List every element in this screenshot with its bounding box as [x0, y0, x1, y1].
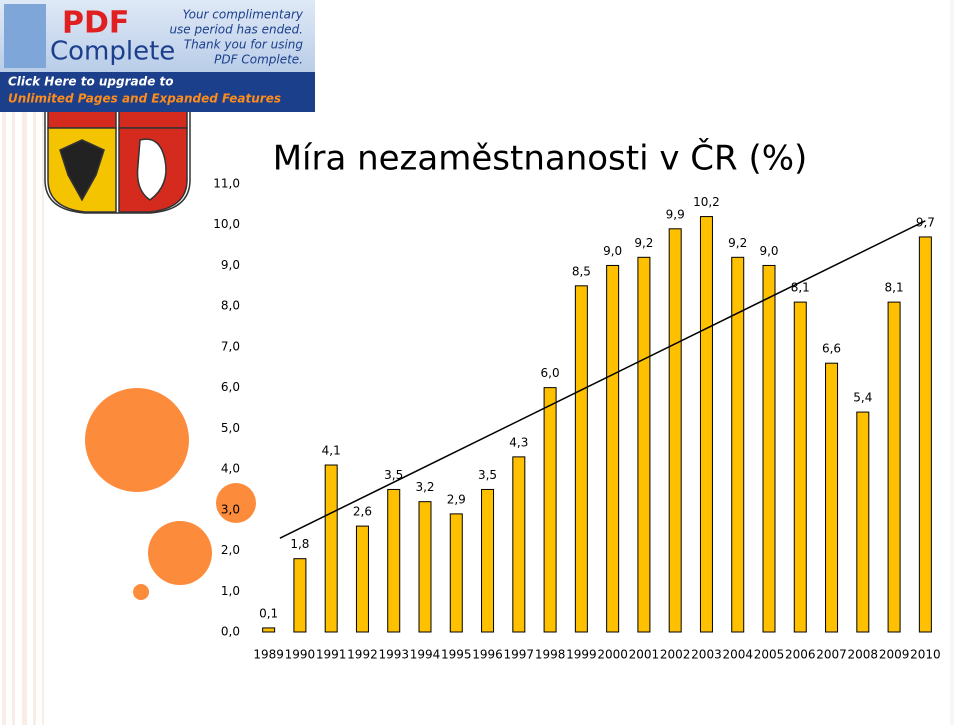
x-tick-label: 1998 — [535, 648, 566, 662]
y-tick-label: 1,0 — [221, 584, 240, 598]
value-label: 10,2 — [693, 195, 720, 209]
bar — [918, 236, 932, 633]
bar — [856, 411, 870, 633]
x-tick-label: 2004 — [722, 648, 753, 662]
x-tick-label: 1994 — [410, 648, 441, 662]
bar — [637, 256, 651, 633]
x-tick-label: 2006 — [785, 648, 816, 662]
value-label: 6,0 — [541, 366, 560, 380]
y-tick-label: 2,0 — [221, 543, 240, 557]
y-tick-label: 11,0 — [213, 177, 240, 191]
bar — [762, 264, 776, 633]
x-tick-label: 1992 — [347, 648, 378, 662]
y-tick-label: 3,0 — [221, 502, 240, 516]
y-tick-label: 5,0 — [221, 421, 240, 435]
x-tick-label: 1995 — [441, 648, 472, 662]
value-label: 2,6 — [353, 505, 372, 519]
x-tick-label: 1990 — [285, 648, 316, 662]
banner-notice: Your complimentary — [183, 8, 304, 22]
bar — [512, 456, 526, 633]
coat-of-arms — [44, 104, 191, 214]
banner-top — [0, 0, 315, 72]
value-label: 9,0 — [759, 244, 778, 258]
value-label: 9,7 — [916, 215, 935, 229]
trendline — [279, 220, 926, 539]
x-tick-label: 1996 — [472, 648, 503, 662]
bar — [543, 387, 557, 633]
value-label: 4,1 — [322, 444, 341, 458]
bar — [574, 285, 588, 633]
x-tick-label: 2003 — [691, 648, 722, 662]
bar — [699, 216, 713, 633]
bar — [355, 525, 369, 633]
value-label: 8,1 — [885, 281, 904, 295]
bar — [262, 627, 276, 633]
value-label: 9,9 — [666, 207, 685, 221]
chart-title: Míra nezaměstnanosti v ČR (%) — [273, 138, 808, 179]
banner-product: Complete — [50, 37, 175, 67]
bar — [887, 301, 901, 633]
x-tick-label: 2008 — [848, 648, 879, 662]
value-label: 9,0 — [603, 244, 622, 258]
upgrade-banner[interactable]: PDF Complete Your complimentary use peri… — [0, 0, 315, 112]
decor-circles — [85, 388, 256, 600]
bar — [418, 501, 432, 633]
value-label: 9,2 — [634, 236, 653, 250]
banner-bottom — [0, 72, 315, 112]
y-tick-label: 9,0 — [221, 258, 240, 272]
bar — [481, 488, 495, 633]
value-label: 6,6 — [822, 342, 841, 356]
bar — [825, 362, 839, 633]
bar — [606, 264, 620, 633]
bar — [449, 513, 463, 633]
x-tick-label: 1997 — [504, 648, 535, 662]
y-tick-label: 10,0 — [213, 217, 240, 231]
y-tick-label: 0,0 — [221, 625, 240, 639]
banner-upgrade[interactable]: Unlimited Pages and Expanded Features — [8, 92, 281, 106]
x-tick-label: 1993 — [378, 648, 409, 662]
value-label: 4,3 — [509, 435, 528, 449]
banner-notice: PDF Complete. — [214, 53, 303, 67]
banner-notice: use period has ended. — [169, 23, 303, 37]
x-tick-label: 1991 — [316, 648, 347, 662]
value-label: 0,1 — [259, 606, 278, 620]
y-tick-label: 4,0 — [221, 462, 240, 476]
bar — [793, 301, 807, 633]
value-label: 2,9 — [447, 492, 466, 506]
x-tick-label: 2002 — [660, 648, 691, 662]
value-label: 9,2 — [728, 236, 747, 250]
value-label: 3,2 — [415, 480, 434, 494]
x-tick-label: 2000 — [597, 648, 628, 662]
x-tick-label: 1989 — [253, 648, 284, 662]
bar — [387, 488, 401, 633]
y-tick-label: 7,0 — [221, 339, 240, 353]
x-tick-label: 2005 — [754, 648, 785, 662]
value-label: 3,5 — [478, 468, 497, 482]
value-label: 1,8 — [290, 537, 309, 551]
value-label: 8,5 — [572, 264, 591, 278]
bar — [293, 558, 307, 633]
value-label: 3,5 — [384, 468, 403, 482]
banner-upgrade[interactable]: Click Here to upgrade to — [8, 75, 174, 89]
value-label: 5,4 — [853, 391, 872, 405]
x-tick-label: 2001 — [629, 648, 660, 662]
x-tick-label: 2009 — [879, 648, 910, 662]
x-tick-label: 2010 — [910, 648, 941, 662]
banner-logo: PDF — [62, 6, 129, 41]
bar — [324, 464, 338, 633]
x-tick-label: 1999 — [566, 648, 597, 662]
bar — [731, 256, 745, 633]
y-tick-label: 8,0 — [221, 299, 240, 313]
bar — [668, 228, 682, 633]
banner-notice: Thank you for using — [184, 38, 304, 52]
banner-icon — [4, 4, 46, 68]
y-tick-label: 6,0 — [221, 380, 240, 394]
x-tick-label: 2007 — [816, 648, 847, 662]
